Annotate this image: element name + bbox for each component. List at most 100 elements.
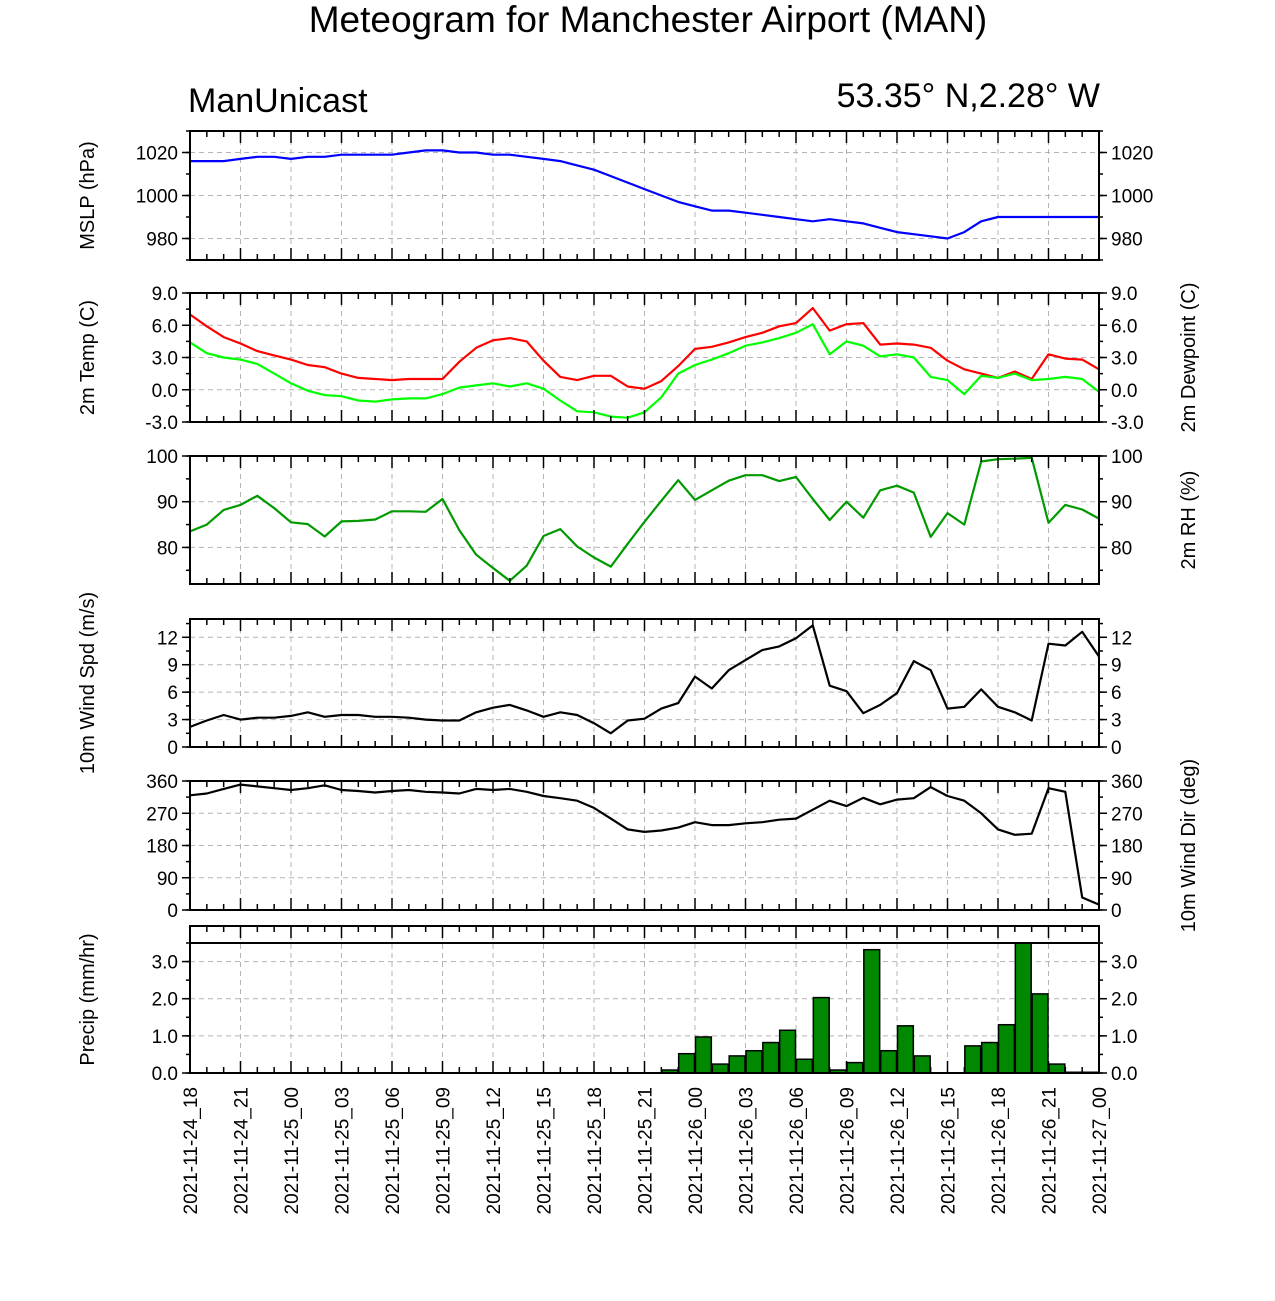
x-tick-label: 2021-11-25_03 <box>333 1087 354 1214</box>
x-tick-label: 2021-11-26_09 <box>838 1087 859 1214</box>
y-tick-label-left: 1000 <box>136 187 178 208</box>
y-tick-label-right: 6 <box>1111 683 1122 704</box>
y-tick-label-left: 0 <box>167 901 178 922</box>
panel-5: 0 0 90 90 180 180 270 270 360 360 10m Wind Dir (de… <box>146 759 1200 932</box>
y-tick-label-left: 3.0 <box>152 349 178 370</box>
precip-bar <box>812 996 830 1074</box>
y-tick-label-right: 980 <box>1111 230 1143 251</box>
y-tick-label-left: 80 <box>157 538 178 559</box>
time-axis: 2021-11-24_18 2021-11-24_21 2021-11-25_00 2… <box>181 1087 1111 1214</box>
y-tick-label-right: 100 <box>1111 447 1143 468</box>
model-label: ManUnicast <box>188 82 368 120</box>
y-tick-label-left: 270 <box>146 804 178 825</box>
y-tick-label-right: 0.0 <box>1111 381 1137 402</box>
y-tick-label-right: 3.0 <box>1111 953 1137 974</box>
y-axis-title-right: 2m Dewpoint (C) <box>1178 282 1200 432</box>
precip-bar <box>1031 993 1049 1074</box>
panel-2: -3.0 -3.0 0.0 0.0 3.0 3.0 6.0 6.0 9.0 9.0 2m Temp … <box>77 282 1200 434</box>
chart-title: Meteogram for Manchester Airport (MAN) <box>309 0 988 40</box>
x-tick-label: 2021-11-26_18 <box>989 1087 1010 1214</box>
y-tick-label-left: 0.0 <box>152 381 178 402</box>
precip-bar <box>778 1029 797 1074</box>
y-tick-label-right: 270 <box>1111 804 1143 825</box>
x-tick-label: 2021-11-26_00 <box>686 1087 707 1214</box>
y-axis-title-left: 2m Temp (C) <box>77 300 99 415</box>
x-tick-label: 2021-11-25_09 <box>434 1087 455 1214</box>
y-tick-label-left: 1.0 <box>152 1027 178 1048</box>
y-axis-title-left: MSLP (hPa) <box>77 141 99 250</box>
x-tick-label: 2021-11-25_21 <box>636 1087 657 1214</box>
y-tick-label-left: 180 <box>146 837 178 858</box>
series-line-1 <box>189 624 1100 735</box>
y-tick-label-right: 3.0 <box>1111 349 1137 370</box>
precip-bar <box>745 1049 763 1074</box>
y-tick-label-left: 9 <box>167 656 178 677</box>
y-tick-label-right: 6.0 <box>1111 316 1137 337</box>
x-tick-label: 2021-11-26_12 <box>888 1087 909 1214</box>
precip-bar <box>677 1052 696 1074</box>
y-tick-label-left: 6.0 <box>152 316 178 337</box>
precip-bar <box>980 1041 999 1074</box>
y-tick-label-right: 90 <box>1111 869 1132 890</box>
y-tick-label-left: 360 <box>146 772 178 793</box>
precip-bar <box>863 948 881 1074</box>
panel-3: 80 80 90 90 100 100 2m RH (%) <box>146 447 1200 585</box>
y-tick-label-left: 6 <box>167 683 178 704</box>
y-tick-label-right: 12 <box>1111 628 1132 649</box>
precip-bar <box>846 1061 864 1074</box>
y-tick-label-right: 9.0 <box>1111 284 1137 305</box>
series-line-1 <box>190 149 1099 240</box>
y-tick-label-right: 0 <box>1111 901 1122 922</box>
y-tick-label-left: 90 <box>157 493 178 514</box>
y-tick-label-left: 0.0 <box>152 1064 178 1085</box>
y-tick-label-left: 9.0 <box>152 284 178 305</box>
y-tick-label-left: 100 <box>146 447 178 468</box>
precip-bar <box>997 1023 1016 1074</box>
panel-4: 0 0 3 3 6 6 9 9 12 12 10m Wind Spd (m/s) <box>77 592 1132 774</box>
x-tick-label: 2021-11-25_12 <box>484 1087 505 1214</box>
panel-1: 980 980 1000 1000 1020 1020 MSLP (hPa) <box>77 130 1153 261</box>
precip-bar <box>762 1041 780 1074</box>
precip-bar <box>728 1055 746 1074</box>
y-tick-label-right: 0 <box>1111 738 1122 759</box>
x-tick-label: 2021-11-24_21 <box>232 1087 253 1214</box>
x-tick-label: 2021-11-25_18 <box>585 1087 606 1214</box>
precip-bar <box>711 1063 729 1074</box>
y-tick-label-right: 0.0 <box>1111 1064 1137 1085</box>
y-tick-label-left: 3.0 <box>152 953 178 974</box>
x-tick-label: 2021-11-27_00 <box>1090 1087 1111 1214</box>
y-tick-label-left: 980 <box>146 230 178 251</box>
y-tick-label-right: 1.0 <box>1111 1027 1137 1048</box>
y-tick-label-right: -3.0 <box>1111 413 1144 434</box>
y-tick-label-right: 90 <box>1111 493 1132 514</box>
series-line-1 <box>189 456 1100 582</box>
x-tick-label: 2021-11-25_15 <box>535 1087 556 1214</box>
y-tick-label-left: 90 <box>157 869 178 890</box>
y-tick-label-right: 9 <box>1111 656 1122 677</box>
precip-bar <box>795 1058 814 1074</box>
x-tick-label: 2021-11-26_21 <box>1040 1087 1061 1214</box>
x-tick-label: 2021-11-25_06 <box>383 1087 404 1214</box>
precip-bar <box>1014 942 1032 1074</box>
x-tick-label: 2021-11-24_18 <box>181 1087 202 1214</box>
x-tick-label: 2021-11-25_00 <box>282 1087 303 1214</box>
series-line-1 <box>189 307 1100 390</box>
y-axis-title-right: 10m Wind Dir (deg) <box>1178 759 1200 932</box>
precip-bar <box>913 1055 931 1074</box>
y-tick-label-right: 1000 <box>1111 187 1153 208</box>
y-tick-label-right: 180 <box>1111 837 1143 858</box>
x-tick-label: 2021-11-26_15 <box>939 1087 960 1214</box>
y-tick-label-left: 12 <box>157 628 178 649</box>
precip-bar <box>1048 1063 1066 1074</box>
y-tick-label-right: 80 <box>1111 538 1132 559</box>
y-tick-label-right: 3 <box>1111 711 1122 732</box>
y-tick-label-left: 1020 <box>136 144 178 165</box>
precip-bar <box>896 1025 915 1074</box>
y-tick-label-left: 0 <box>167 738 178 759</box>
precip-bar <box>694 1036 713 1074</box>
y-axis-title-left: Precip (mm/hr) <box>77 933 99 1065</box>
y-tick-label-left: 3 <box>167 711 178 732</box>
x-tick-label: 2021-11-26_06 <box>787 1087 808 1214</box>
